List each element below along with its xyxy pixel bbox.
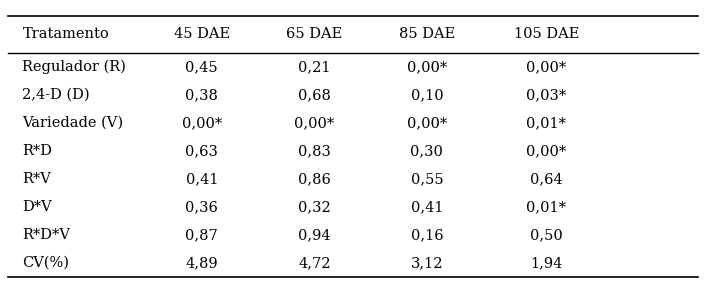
Text: 0,00*: 0,00* bbox=[181, 116, 222, 130]
Text: 0,00*: 0,00* bbox=[526, 60, 566, 74]
Text: 0,83: 0,83 bbox=[298, 144, 330, 158]
Text: 0,38: 0,38 bbox=[186, 88, 218, 102]
Text: D*V: D*V bbox=[23, 200, 52, 214]
Text: 0,36: 0,36 bbox=[186, 200, 218, 214]
Text: 0,16: 0,16 bbox=[410, 228, 443, 242]
Text: 0,00*: 0,00* bbox=[294, 116, 335, 130]
Text: 0,21: 0,21 bbox=[298, 60, 330, 74]
Text: Variedade (V): Variedade (V) bbox=[23, 116, 124, 130]
Text: Tratamento: Tratamento bbox=[23, 28, 109, 41]
Text: 0,32: 0,32 bbox=[298, 200, 330, 214]
Text: 3,12: 3,12 bbox=[411, 256, 443, 270]
Text: 1,94: 1,94 bbox=[530, 256, 563, 270]
Text: 0,87: 0,87 bbox=[186, 228, 218, 242]
Text: 0,01*: 0,01* bbox=[527, 116, 566, 130]
Text: 0,50: 0,50 bbox=[530, 228, 563, 242]
Text: 0,63: 0,63 bbox=[186, 144, 218, 158]
Text: 85 DAE: 85 DAE bbox=[399, 28, 455, 41]
Text: 4,72: 4,72 bbox=[298, 256, 330, 270]
Text: R*V: R*V bbox=[23, 172, 52, 186]
Text: 0,00*: 0,00* bbox=[526, 144, 566, 158]
Text: 0,86: 0,86 bbox=[298, 172, 330, 186]
Text: 2,4-D (D): 2,4-D (D) bbox=[23, 88, 90, 102]
Text: 0,41: 0,41 bbox=[411, 200, 443, 214]
Text: 0,10: 0,10 bbox=[410, 88, 443, 102]
Text: 105 DAE: 105 DAE bbox=[514, 28, 579, 41]
Text: 0,94: 0,94 bbox=[298, 228, 330, 242]
Text: 0,03*: 0,03* bbox=[526, 88, 566, 102]
Text: 4,89: 4,89 bbox=[186, 256, 218, 270]
Text: R*D*V: R*D*V bbox=[23, 228, 71, 242]
Text: 0,45: 0,45 bbox=[186, 60, 218, 74]
Text: 0,00*: 0,00* bbox=[407, 60, 447, 74]
Text: 0,01*: 0,01* bbox=[527, 200, 566, 214]
Text: 65 DAE: 65 DAE bbox=[286, 28, 342, 41]
Text: 0,00*: 0,00* bbox=[407, 116, 447, 130]
Text: 45 DAE: 45 DAE bbox=[174, 28, 230, 41]
Text: CV(%): CV(%) bbox=[23, 256, 69, 270]
Text: R*D: R*D bbox=[23, 144, 52, 158]
Text: Regulador (R): Regulador (R) bbox=[23, 60, 126, 74]
Text: 0,55: 0,55 bbox=[410, 172, 443, 186]
Text: 0,68: 0,68 bbox=[298, 88, 330, 102]
Text: 0,64: 0,64 bbox=[530, 172, 563, 186]
Text: 0,41: 0,41 bbox=[186, 172, 218, 186]
Text: 0,30: 0,30 bbox=[410, 144, 443, 158]
